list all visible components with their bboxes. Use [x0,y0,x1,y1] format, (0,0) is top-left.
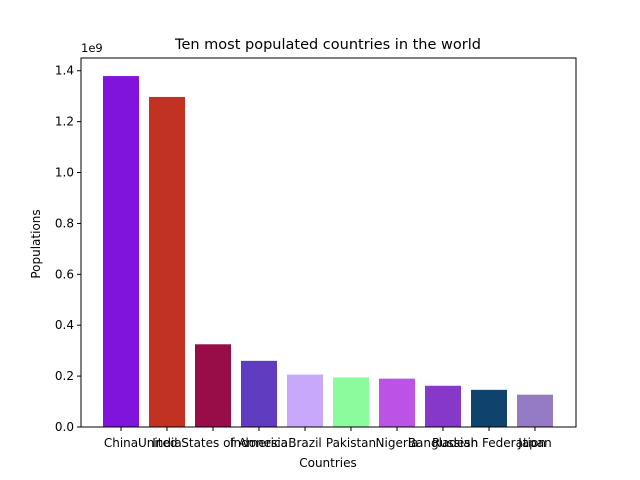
y-tick-label: 0.6 [55,267,74,281]
x-tick-label: Brazil [288,436,322,450]
y-tick-label: 1.2 [55,115,74,129]
bar-bangladesh [425,385,461,427]
bar-brazil [287,374,323,427]
bar-indonesia [241,360,277,427]
x-axis-label: Countries [299,456,357,470]
y-tick-label: 0.8 [55,216,74,230]
chart-title: Ten most populated countries in the worl… [174,37,481,53]
bar-nigeria [379,378,415,427]
y-tick-label: 0.4 [55,318,74,332]
bar-china [103,76,139,428]
y-tick-label: 0.0 [55,420,74,434]
bar-united-states-of-america [195,344,231,427]
y-tick-label: 1.4 [55,64,74,78]
bar-russian-federation [471,389,507,427]
bars [103,76,553,428]
x-tick-label: Indonesia [230,436,288,450]
bar-india [149,96,185,428]
x-tick-label: Russian Federation [432,436,546,450]
y-axis-offset-label: 1e9 [81,41,103,55]
x-tick-label: Nigeria [376,436,419,450]
bar-pakistan [333,377,369,427]
x-tick-label: Japan [517,436,551,450]
x-tick-label: Pakistan [326,436,376,450]
x-tick-label: United States of America [138,436,288,450]
bar-japan [517,394,553,427]
x-tick-label: China [104,436,138,450]
y-axis-label: Populations [29,209,43,278]
y-axis-ticks: 0.0 0.2 0.4 0.6 0.8 1.0 1.2 1.4 [55,64,81,434]
x-tick-label: India [152,436,181,450]
y-tick-label: 0.2 [55,369,74,383]
y-tick-label: 1.0 [55,166,74,180]
x-tick-label: Bangladesh [408,436,478,450]
plot-frame [80,57,577,428]
